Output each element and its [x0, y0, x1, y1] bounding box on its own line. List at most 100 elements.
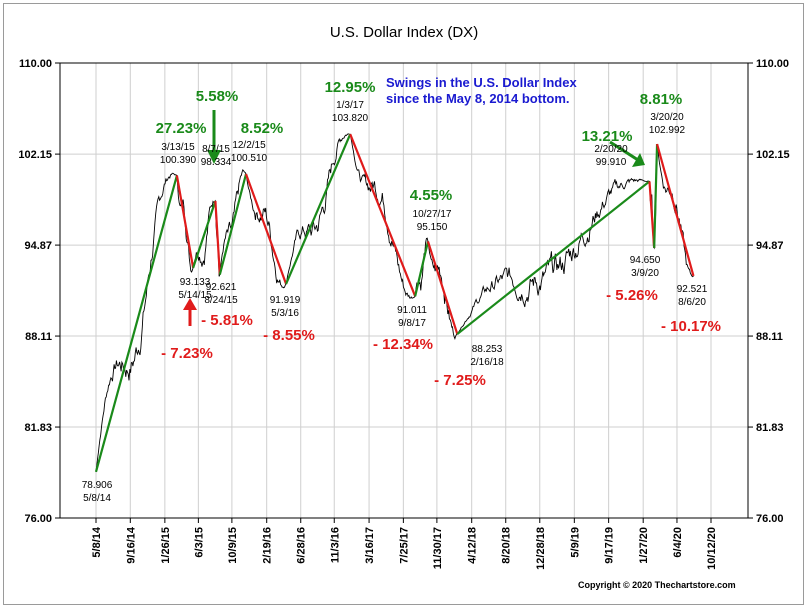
- swing-point-value: 93.133: [180, 277, 211, 288]
- swing-percent-down: - 10.17%: [661, 318, 721, 335]
- swing-percent-up: 12.95%: [325, 79, 376, 96]
- swing-point-date: 12/2/15: [232, 140, 266, 151]
- grid-lines: [60, 63, 748, 518]
- swing-point-value: 92.521: [677, 284, 708, 295]
- chart-annotation: Swings in the U.S. Dollar Index since the…: [386, 75, 577, 106]
- y-tick-label-right: 94.87: [756, 240, 784, 252]
- annotation-line: Swings in the U.S. Dollar Index: [386, 75, 577, 90]
- swing-point-date: 8/6/20: [678, 297, 706, 308]
- y-axis-left: 110.00 102.15 94.87 88.11 81.83 76.00: [18, 58, 60, 525]
- swing-percent-down: - 7.25%: [434, 372, 486, 389]
- swing-lines: [94, 133, 695, 473]
- y-tick-label-right: 110.00: [756, 58, 789, 70]
- x-tick-label: 8/20/18: [501, 527, 513, 564]
- y-tick-label-left: 102.15: [18, 149, 52, 161]
- swing-point-date: 3/9/20: [631, 268, 659, 279]
- swing-up-line: [414, 241, 430, 297]
- swing-down-line: [214, 200, 221, 275]
- swing-point-date: 5/3/16: [271, 308, 299, 319]
- y-axis-right: 110.00 102.15 94.87 88.11 81.83 76.00: [748, 58, 790, 525]
- swing-point-date: 2/16/18: [470, 357, 504, 368]
- x-tick-label: 6/4/20: [672, 527, 684, 558]
- y-tick-label-left: 94.87: [24, 240, 52, 252]
- swing-down-line: [349, 133, 417, 297]
- arrow-diagonal-shaft: [609, 140, 639, 162]
- price-series-line: [95, 133, 694, 472]
- annotation-line: since the May 8, 2014 bottom.: [386, 91, 570, 106]
- y-tick-label-left: 76.00: [24, 513, 52, 525]
- copyright-text: Copyright © 2020 Thechartstore.com: [578, 580, 736, 590]
- swing-point-value: 91.919: [270, 295, 301, 306]
- x-tick-label: 10/12/20: [706, 527, 718, 570]
- swing-percent-up: 5.58%: [196, 88, 239, 105]
- swing-up-line: [285, 133, 352, 285]
- x-axis: 5/8/14 9/16/14 1/26/15 6/3/15 10/9/15 2/19/16…: [91, 518, 718, 570]
- swing-percent-up: 13.21%: [582, 128, 633, 145]
- swing-percent-down: - 5.26%: [606, 287, 658, 304]
- swing-down-line: [656, 143, 695, 277]
- swing-point-date: 1/3/17: [336, 100, 364, 111]
- swing-point-date: 3/13/15: [161, 142, 195, 153]
- swing-point-date: 5/8/14: [83, 493, 111, 504]
- swing-point-date: 9/8/17: [398, 318, 426, 329]
- swing-point-date: 5/14/15: [178, 290, 212, 301]
- chart-title: U.S. Dollar Index (DX): [330, 24, 478, 41]
- swing-point-date: 8/24/15: [204, 295, 238, 306]
- swing-percent-down: - 7.23%: [161, 345, 213, 362]
- plot-area-border: [59, 62, 749, 519]
- y-tick-label-right: 76.00: [756, 513, 784, 525]
- swing-up-line: [653, 143, 659, 248]
- x-tick-label: 6/3/15: [193, 527, 205, 558]
- swing-point-labels: 78.9065/8/143/13/15100.39093.1335/14/158…: [82, 100, 708, 504]
- y-tick-label-left: 88.11: [25, 331, 52, 343]
- x-tick-label: 9/17/19: [604, 527, 616, 564]
- swing-percent-down: - 12.34%: [373, 336, 433, 353]
- x-tick-label: 7/25/17: [398, 527, 410, 564]
- x-tick-label: 1/26/15: [160, 527, 172, 564]
- swing-down-line: [175, 175, 195, 269]
- x-tick-label: 6/28/16: [296, 527, 308, 564]
- swing-point-date: 2/20/20: [594, 144, 628, 155]
- x-tick-label: 11/30/17: [432, 527, 444, 569]
- x-tick-label: 10/9/15: [227, 527, 239, 564]
- swing-point-date: 3/20/20: [650, 112, 684, 123]
- x-tick-label: 5/8/14: [91, 526, 103, 557]
- swing-point-value: 95.150: [417, 222, 448, 233]
- x-tick-label: 12/28/18: [535, 527, 547, 570]
- swing-down-line: [244, 173, 288, 285]
- swing-percent-up: 8.52%: [241, 120, 284, 137]
- swing-point-value: 100.510: [231, 153, 268, 164]
- swing-point-value: 88.253: [472, 344, 503, 355]
- x-tick-label: 9/16/14: [125, 526, 137, 564]
- y-tick-label-left: 110.00: [19, 58, 52, 70]
- x-tick-label: 11/3/16: [329, 527, 341, 563]
- y-tick-label-left: 81.83: [24, 422, 52, 434]
- swing-point-value: 102.992: [649, 125, 686, 136]
- swing-down-line: [426, 241, 459, 335]
- swing-percent-up: 8.81%: [640, 91, 683, 108]
- arrow-down-icon: [207, 150, 221, 164]
- swing-point-value: 99.910: [596, 157, 627, 168]
- x-tick-label: 4/12/18: [467, 527, 479, 564]
- swing-point-value: 78.906: [82, 480, 113, 491]
- x-tick-label: 5/9/19: [569, 527, 581, 558]
- y-tick-label-right: 81.83: [756, 422, 784, 434]
- swing-point-date: 10/27/17: [413, 209, 452, 220]
- swing-percent-up: 27.23%: [156, 120, 207, 137]
- swing-point-value: 92.621: [206, 282, 237, 293]
- swing-up-line: [94, 175, 178, 473]
- y-tick-label-right: 102.15: [756, 149, 790, 161]
- y-tick-label-right: 88.11: [756, 331, 783, 343]
- arrow-diagonal-icon: [632, 153, 645, 167]
- swing-percent-labels: 27.23% - 7.23% 5.58% - 5.81% 8.52% - 8.55% 12.…: [156, 79, 721, 389]
- x-tick-label: 3/16/17: [364, 527, 376, 564]
- swing-point-value: 91.011: [397, 305, 427, 316]
- swing-up-line: [218, 173, 248, 275]
- swing-percent-down: - 5.81%: [201, 312, 253, 329]
- swing-point-value: 100.390: [160, 155, 197, 166]
- swing-point-value: 98.334: [201, 157, 232, 168]
- x-tick-label: 1/27/20: [638, 527, 650, 564]
- swing-percent-up: 4.55%: [410, 187, 453, 204]
- x-tick-label: 2/19/16: [262, 527, 274, 564]
